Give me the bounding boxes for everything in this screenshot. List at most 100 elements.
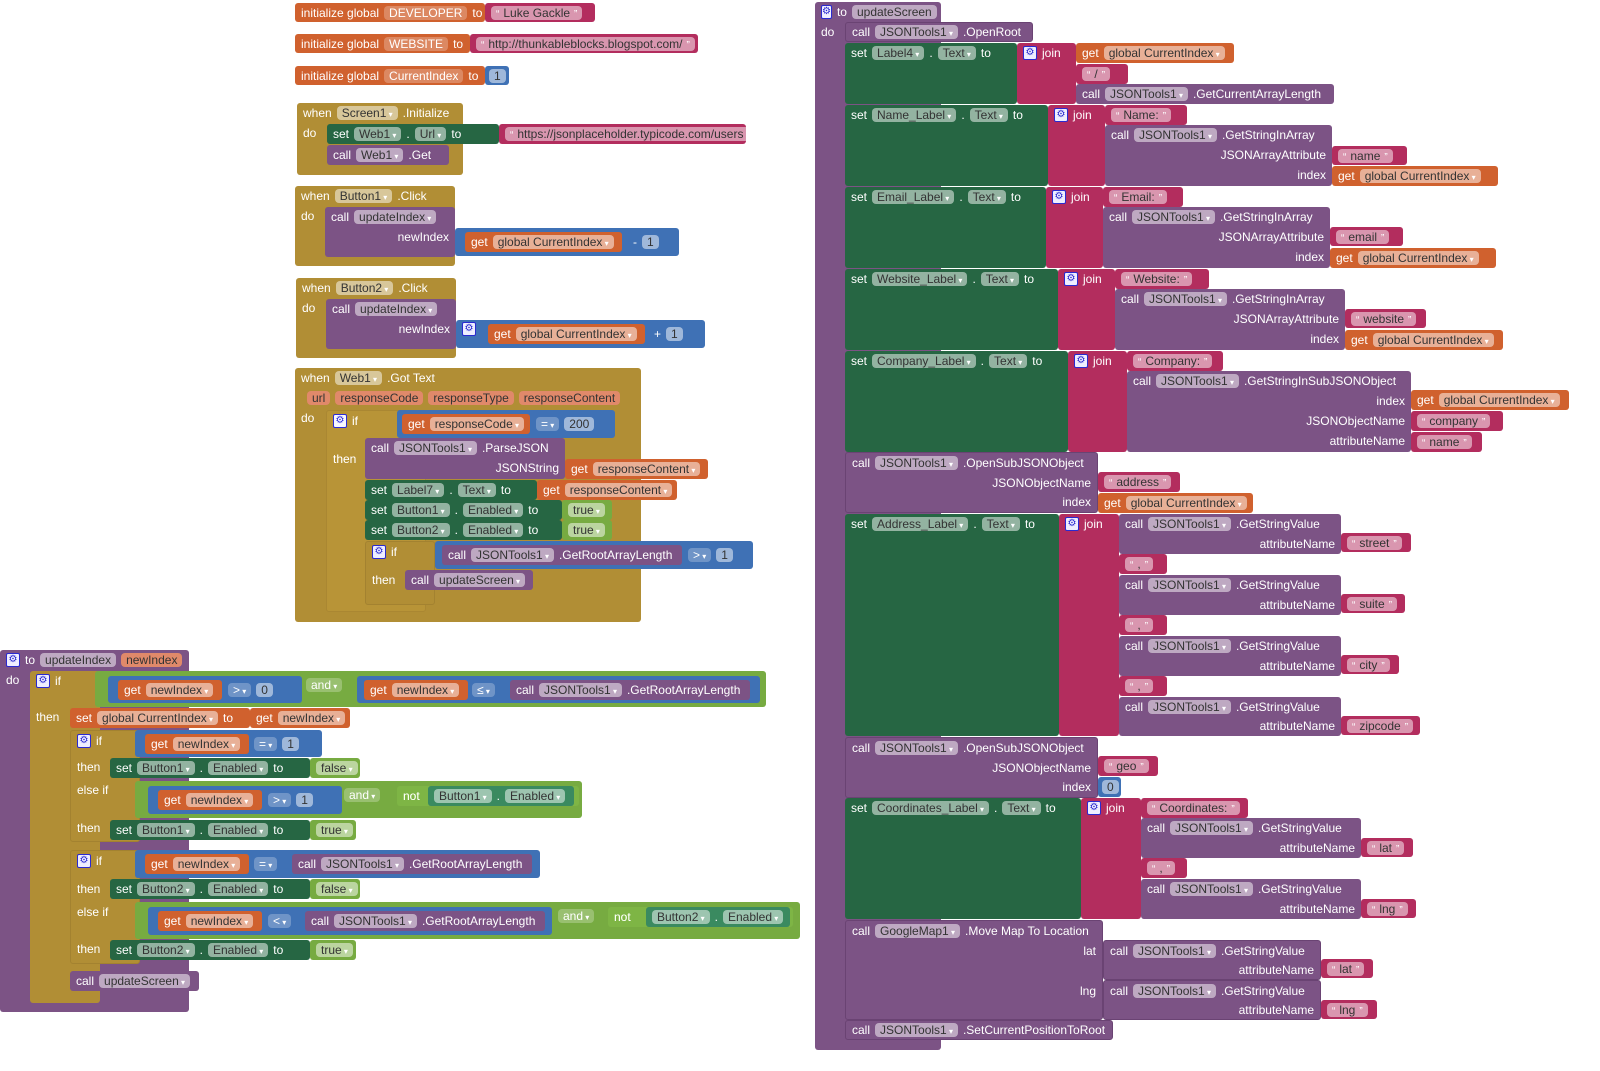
number-field[interactable]: 0 xyxy=(256,683,273,697)
text-field[interactable]: Company: xyxy=(1133,354,1213,368)
set-button2-enabled[interactable]: set Button2. Enabled to xyxy=(110,940,310,960)
global-name-field[interactable]: WEBSITE xyxy=(384,36,449,51)
variable-dropdown[interactable]: newIndex xyxy=(145,683,214,697)
global-name-field[interactable]: CurrentIndex xyxy=(384,68,464,83)
component-dropdown[interactable]: Button2 xyxy=(335,281,394,295)
set-label4-text[interactable]: set Label4. Textto xyxy=(845,43,1017,104)
procedure-dropdown[interactable]: updateIndex xyxy=(355,302,438,316)
join-block[interactable]: join xyxy=(1059,514,1119,736)
component-dropdown[interactable]: Button2 xyxy=(652,910,710,924)
set-company-label-text[interactable]: set Company_Label. Textto xyxy=(845,351,1068,452)
set-button1-enabled[interactable]: set Button1. Enabled to xyxy=(365,500,562,520)
component-dropdown[interactable]: Web1 xyxy=(354,127,402,141)
call-getstringvalue[interactable]: call JSONTools1 .GetStringValue attributeNa… xyxy=(1119,575,1341,615)
global-name-field[interactable]: DEVELOPER xyxy=(384,5,468,20)
component-dropdown[interactable]: JSONTools1 xyxy=(321,857,404,871)
get-newindex[interactable]: get newIndex xyxy=(118,680,222,700)
text-block[interactable]: , xyxy=(1119,676,1167,696)
get-button1-enabled[interactable]: Button1. Enabled xyxy=(428,786,574,806)
event-param[interactable]: responseContent xyxy=(518,391,621,405)
property-dropdown[interactable]: Enabled xyxy=(207,823,269,837)
text-block[interactable]: email xyxy=(1330,227,1403,246)
boolean-dropdown[interactable]: true xyxy=(568,523,605,537)
true-block[interactable]: true xyxy=(310,940,356,960)
call-opensubjsonobject[interactable]: call JSONTools1 .OpenSubJSONObject JSONObje… xyxy=(845,452,1098,513)
property-dropdown[interactable]: Enabled xyxy=(462,523,524,537)
text-block[interactable]: geo xyxy=(1098,756,1158,776)
component-dropdown[interactable]: JSONTools1 xyxy=(1133,983,1216,998)
true-block[interactable]: true xyxy=(562,520,612,540)
text-field[interactable]: lng xyxy=(1367,901,1408,916)
gear-icon[interactable] xyxy=(1065,517,1079,531)
boolean-dropdown[interactable]: false xyxy=(316,882,358,896)
gear-icon[interactable] xyxy=(462,322,476,336)
get-newindex[interactable]: get newIndex xyxy=(145,854,249,874)
compare-op-dropdown[interactable]: = xyxy=(254,857,278,871)
property-dropdown[interactable]: Url xyxy=(414,127,447,141)
component-dropdown[interactable]: JSONTools1 xyxy=(1148,699,1231,714)
property-dropdown[interactable]: Text xyxy=(989,354,1028,368)
number-field[interactable]: 1 xyxy=(282,737,299,751)
call-getcurrentarraylength[interactable]: call JSONTools1 .GetCurrentArrayLength xyxy=(1076,84,1334,104)
get-global-block[interactable]: get global CurrentIndex xyxy=(1076,43,1234,63)
component-dropdown[interactable]: JSONTools1 xyxy=(1132,210,1215,224)
property-dropdown[interactable]: Enabled xyxy=(722,910,784,924)
text-field[interactable]: address xyxy=(1104,475,1172,489)
component-dropdown[interactable]: GoogleMap1 xyxy=(875,924,960,938)
component-dropdown[interactable]: JSONTools1 xyxy=(1148,639,1231,653)
boolean-dropdown[interactable]: true xyxy=(568,503,605,517)
join-block[interactable]: join xyxy=(1046,187,1103,268)
property-dropdown[interactable]: Enabled xyxy=(207,943,269,957)
get-global-block[interactable]: get global CurrentIndex xyxy=(1411,390,1569,410)
call-getstringinarray[interactable]: call JSONTools1 .GetStringInArray JSONArray… xyxy=(1115,289,1345,350)
variable-dropdown[interactable]: global CurrentIndex xyxy=(492,235,614,249)
variable-dropdown[interactable]: newIndex xyxy=(172,857,241,871)
set-button1-enabled[interactable]: set Button1. Enabled to xyxy=(110,820,310,840)
variable-dropdown[interactable]: newIndex xyxy=(172,737,241,751)
join-block[interactable]: join xyxy=(1068,351,1127,452)
get-global-block[interactable]: get global CurrentIndex xyxy=(1332,166,1498,186)
text-block[interactable]: Website: xyxy=(1115,269,1209,289)
get-newindex[interactable]: get newIndex xyxy=(250,708,350,728)
text-block[interactable]: address xyxy=(1098,472,1180,492)
join-block[interactable]: join xyxy=(1058,269,1115,350)
variable-dropdown[interactable]: responseContent xyxy=(592,462,701,476)
set-label7-text[interactable]: set Label7. Textto xyxy=(365,480,537,500)
component-dropdown[interactable]: JSONTools1 xyxy=(1105,87,1188,101)
gear-icon[interactable] xyxy=(1054,108,1068,122)
number-block[interactable]: 0 xyxy=(1098,777,1121,797)
procedure-dropdown[interactable]: updateIndex xyxy=(354,210,437,224)
call-getstringvalue[interactable]: call JSONTools1 .GetStringValue attributeNa… xyxy=(1141,879,1361,919)
gear-icon[interactable] xyxy=(1052,190,1066,204)
component-dropdown[interactable]: Button2 xyxy=(137,943,195,957)
and-dropdown[interactable]: and xyxy=(306,678,343,692)
number-field[interactable]: 1 xyxy=(489,68,506,83)
event-param[interactable]: responseCode xyxy=(335,391,424,405)
compare-op-dropdown[interactable]: = xyxy=(536,417,560,431)
component-dropdown[interactable]: Address_Label xyxy=(872,517,969,531)
event-param[interactable]: responseType xyxy=(428,391,514,405)
compare-op-dropdown[interactable]: ≤ xyxy=(472,683,495,697)
text-block[interactable]: lat xyxy=(1361,838,1413,857)
number-field[interactable]: 1 xyxy=(716,548,733,562)
boolean-dropdown[interactable]: false xyxy=(316,761,358,775)
text-field[interactable]: Luke Gackle xyxy=(491,5,583,20)
get-newindex[interactable]: get newIndex xyxy=(145,734,249,754)
gear-icon[interactable] xyxy=(1087,801,1101,815)
text-field[interactable]: Email: xyxy=(1109,190,1168,204)
variable-dropdown[interactable]: responseContent xyxy=(564,483,673,497)
get-global-block[interactable]: get global CurrentIndex xyxy=(1345,330,1503,350)
property-dropdown[interactable]: Enabled xyxy=(207,761,269,775)
text-block[interactable]: name xyxy=(1332,146,1407,165)
text-field[interactable]: lat xyxy=(1327,961,1365,976)
get-responsecode[interactable]: get responseCode xyxy=(402,414,530,434)
event-param[interactable]: url xyxy=(307,391,331,405)
set-coordinates-label-text[interactable]: set Coordinates_Label. Textto xyxy=(845,798,1081,919)
set-button2-enabled[interactable]: set Button2. Enabled to xyxy=(110,879,310,899)
get-button2-enabled[interactable]: Button2. Enabled xyxy=(646,907,790,927)
text-block[interactable]: / xyxy=(1076,64,1128,84)
component-dropdown[interactable]: JSONTools1 xyxy=(875,455,958,470)
procedure-dropdown[interactable]: updateScreen xyxy=(99,974,190,988)
variable-dropdown[interactable]: newIndex xyxy=(277,711,346,725)
procedure-name-field[interactable]: updateIndex xyxy=(40,653,117,667)
